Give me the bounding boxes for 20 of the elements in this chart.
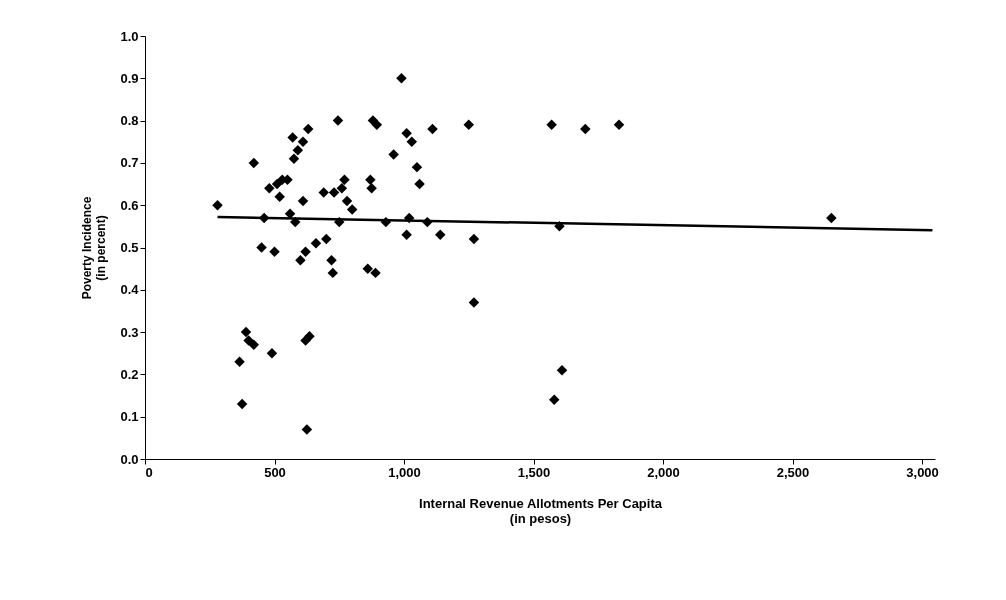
- y-tick-label: 0.0: [120, 451, 139, 467]
- x-tick-label: 1,000: [388, 464, 421, 480]
- y-axis-title: Poverty Incidence (in percent): [80, 196, 109, 300]
- y-tick-label: 0.7: [120, 155, 139, 171]
- x-tick-label: 3,000: [906, 464, 939, 480]
- y-tick-label: 0.8: [120, 113, 139, 129]
- y-tick-label: 0.6: [120, 197, 139, 213]
- x-tick-label: 1,500: [517, 464, 551, 480]
- x-tick-label: 2,000: [647, 464, 680, 480]
- y-tick-label: 0.5: [120, 240, 139, 255]
- y-tick-label: 0.4: [120, 282, 140, 298]
- y-tick-label: 0.3: [120, 324, 139, 340]
- x-tick-label: 500: [264, 464, 286, 480]
- x-axis-title: Internal Revenue Allotments Per Capita (in pesos): [419, 495, 663, 526]
- y-tick-label: 0.9: [120, 70, 139, 86]
- y-tick-label: 0.1: [120, 409, 139, 425]
- x-tick-label: 0: [145, 464, 153, 480]
- y-tick-label: 1.0: [120, 28, 139, 44]
- x-tick-label: 2,500: [776, 464, 810, 480]
- y-tick-label: 0.2: [120, 366, 139, 382]
